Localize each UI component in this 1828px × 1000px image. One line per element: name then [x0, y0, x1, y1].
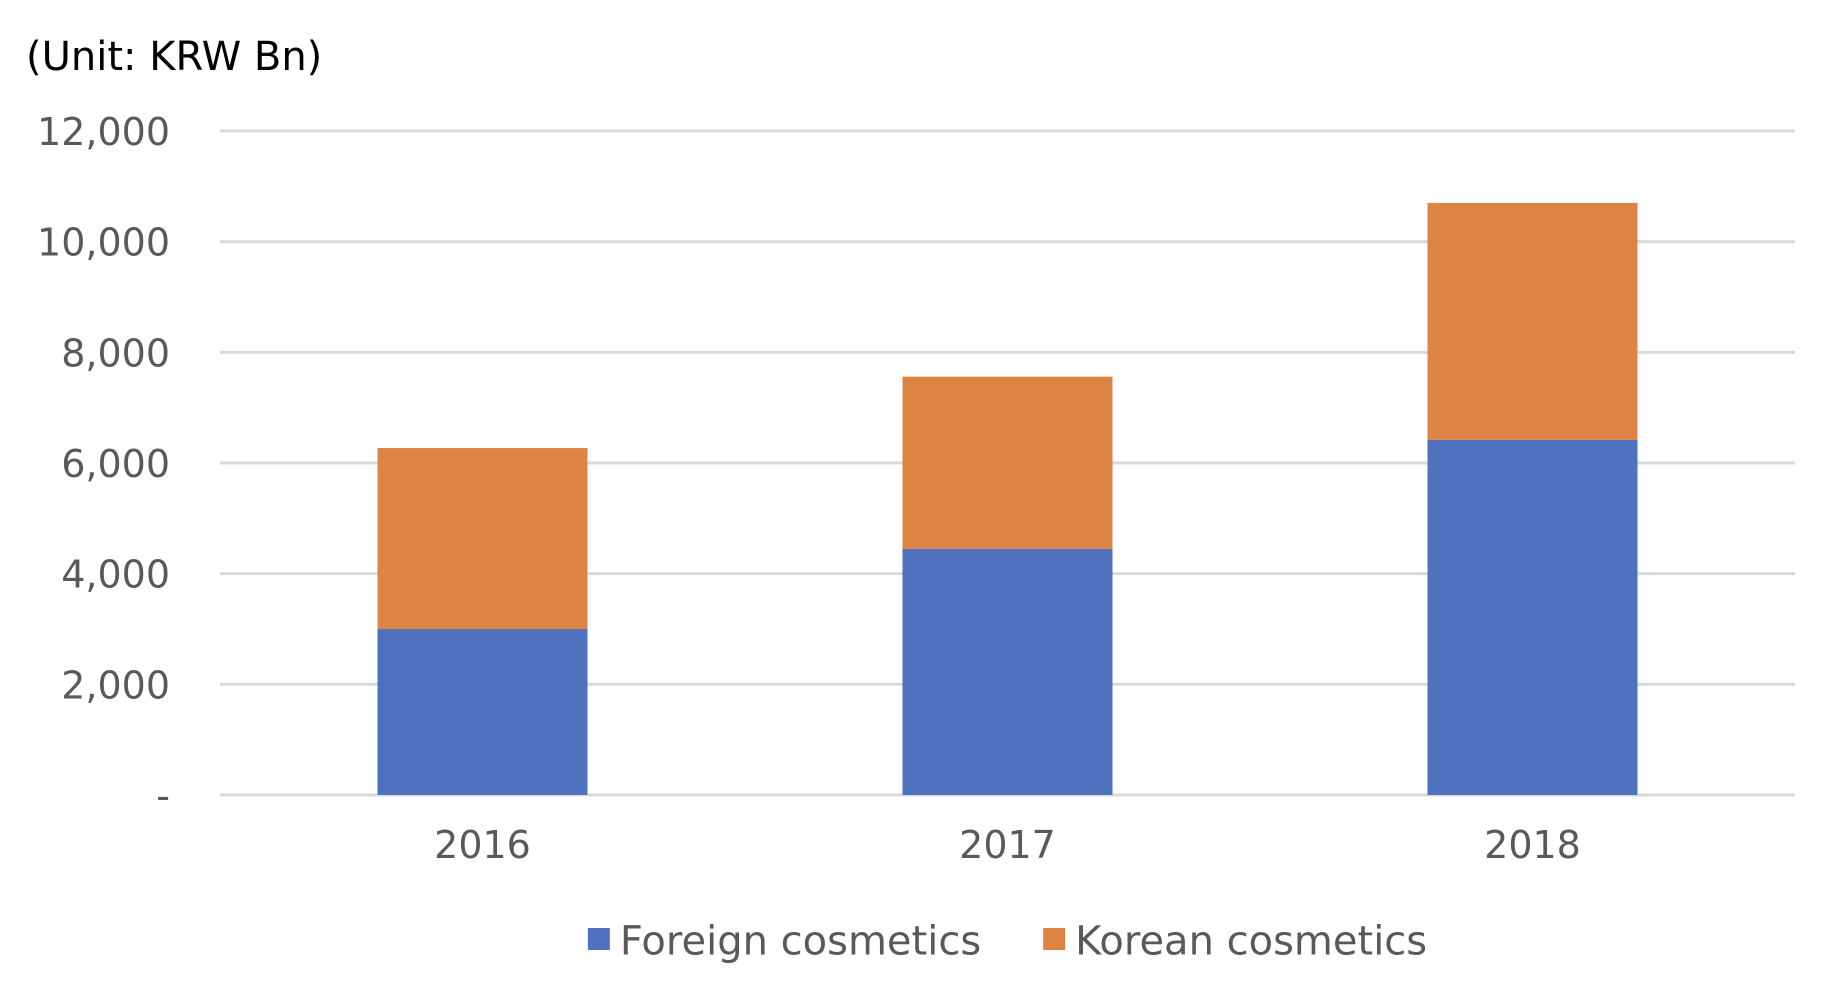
- legend-swatch: [1043, 928, 1066, 950]
- y-tick-label-6000: 6,000: [61, 442, 170, 486]
- unit-label: (Unit: KRW Bn): [26, 34, 322, 80]
- legend-label: Foreign cosmetics: [620, 918, 981, 964]
- legend: Foreign cosmetics Korean cosmetics: [587, 918, 1427, 964]
- bars: [377, 202, 1638, 795]
- bar-2018-korean-cosmetics: [1427, 202, 1638, 440]
- bar-2018-foreign-cosmetics: [1427, 439, 1638, 795]
- x-tick-label-2016: 2016: [434, 823, 531, 867]
- y-axis-tick-labels: - 2,000 4,000 6,000 8,000 10,000 12,000: [37, 110, 170, 818]
- x-tick-label-2018: 2018: [1484, 823, 1581, 867]
- bar-2017-korean-cosmetics: [902, 376, 1113, 549]
- legend-item-korean-cosmetics: Korean cosmetics: [1043, 918, 1427, 964]
- y-tick-label-4000: 4,000: [61, 553, 170, 597]
- bar-2016-foreign-cosmetics: [377, 629, 588, 795]
- legend-label: Korean cosmetics: [1075, 918, 1427, 964]
- x-axis-tick-labels: 2016 2017 2018: [434, 823, 1581, 867]
- bar-2016-korean-cosmetics: [377, 448, 588, 629]
- legend-swatch: [587, 928, 610, 950]
- y-tick-label-2000: 2,000: [61, 663, 170, 707]
- bar-2017-foreign-cosmetics: [902, 548, 1113, 795]
- y-tick-label-8000: 8,000: [61, 331, 170, 375]
- x-tick-label-2017: 2017: [959, 823, 1056, 867]
- y-tick-label-12000: 12,000: [37, 110, 170, 154]
- legend-item-foreign-cosmetics: Foreign cosmetics: [587, 918, 981, 964]
- y-tick-label-0: -: [156, 774, 170, 818]
- y-tick-label-10000: 10,000: [37, 221, 170, 265]
